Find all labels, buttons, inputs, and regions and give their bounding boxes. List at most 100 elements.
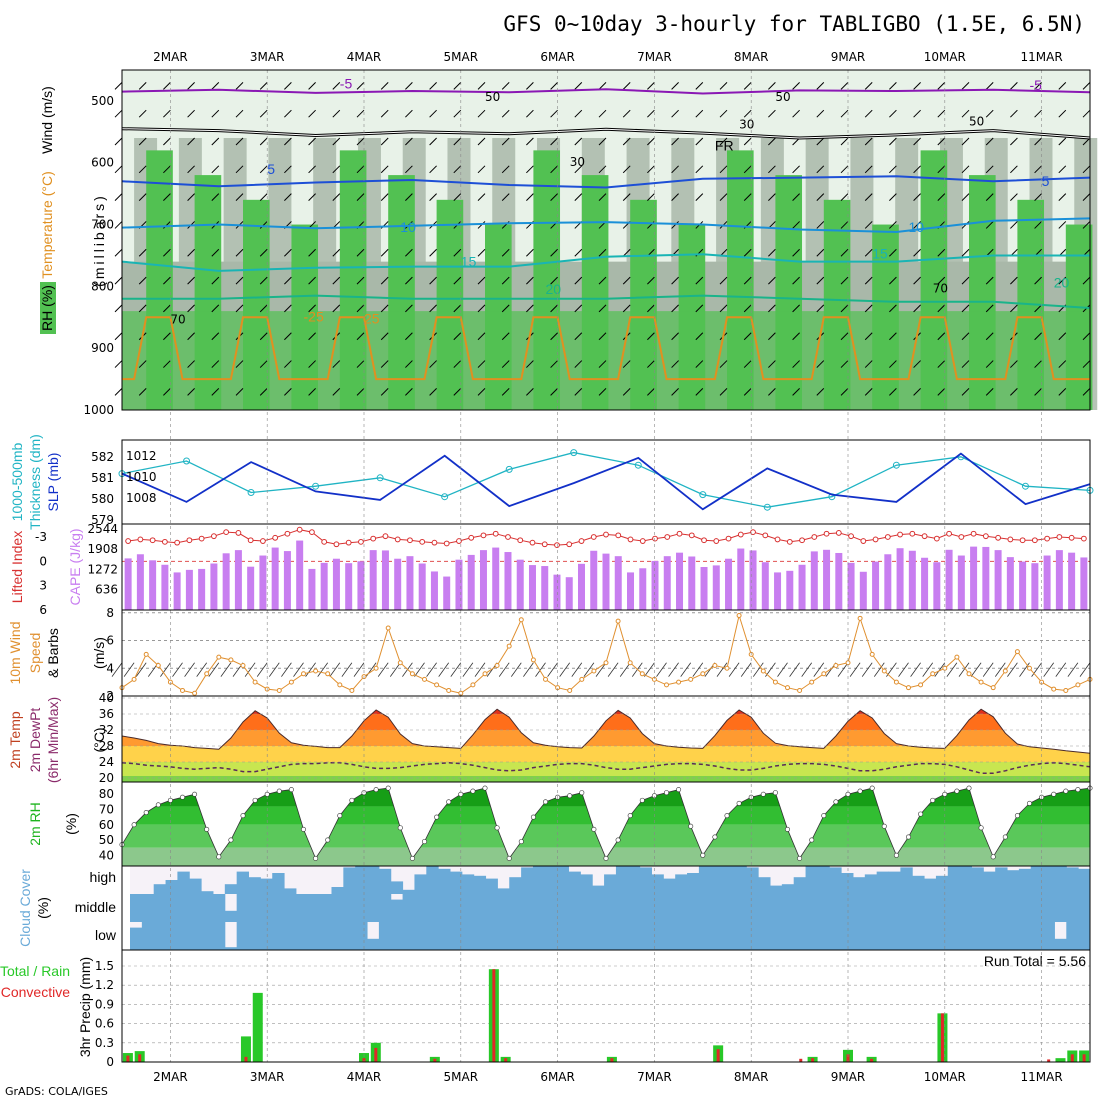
cloud-cell (1007, 894, 1020, 922)
cape-bar (308, 568, 316, 610)
cape-bar (933, 562, 941, 610)
date-label-bottom: 3MAR (250, 1070, 285, 1084)
upper-wind-barb (864, 221, 873, 229)
lifted-index-marker (1068, 534, 1075, 541)
cloud-cell (1078, 894, 1091, 922)
cape-bar (688, 556, 696, 610)
upper-wind-barb (937, 388, 946, 396)
cloud-cell (663, 894, 676, 922)
cape-bar (296, 540, 304, 610)
wind-barb (861, 662, 873, 677)
rh-marker (784, 826, 790, 832)
cloud-cell (1066, 894, 1079, 922)
wind-barb (740, 662, 752, 677)
upper-wind-barb (816, 248, 825, 257)
slp-line (121, 452, 1091, 511)
rh-marker (688, 823, 694, 829)
cape-bar (320, 562, 328, 610)
precip-convective-bar (870, 1058, 874, 1062)
cloud-cell (947, 894, 961, 922)
cloud-cell (521, 922, 534, 950)
cloud-cell (639, 894, 652, 922)
upper-wind-barb (864, 332, 873, 341)
chart-title: GFS 0~10day 3-hourly for TABLIGBO (1.5E,… (503, 12, 1085, 36)
cloud-cell (793, 922, 807, 950)
wind-barb (595, 662, 607, 677)
cape-bar (1080, 557, 1088, 610)
cloud-cell (592, 922, 605, 950)
lifted-index-marker (210, 533, 217, 540)
pressure-label-3: SLP (mb) (45, 453, 61, 512)
cloud-cell (722, 866, 735, 894)
wind-speed-marker (1002, 668, 1008, 674)
wind-speed-marker (446, 687, 452, 693)
cape-bar (590, 550, 598, 610)
wind-speed-marker (978, 679, 984, 685)
upper-wind-barb (840, 193, 849, 201)
precip-tick: 0.9 (95, 997, 114, 1011)
upper-wind-barb (477, 304, 486, 313)
upper-wind-barb (284, 388, 292, 396)
isotherm-line (122, 294, 1091, 309)
upper-wind-barb (695, 165, 704, 174)
upper-wind-barb (235, 109, 244, 118)
plot-layer: -5-5FRFR55101015152020-25-25255030507070… (0, 69, 1098, 1069)
upper-wind-barb (356, 109, 365, 118)
upper-wind-barb (816, 82, 825, 90)
upper-wind-barb (647, 304, 655, 313)
cloud-cell (698, 894, 712, 922)
cloud-cell (675, 922, 688, 950)
cloud-cell (260, 878, 273, 894)
cloud-cell (141, 894, 155, 922)
wind-speed-marker (470, 682, 476, 688)
cape-bar (479, 550, 487, 610)
cloud-cell (829, 922, 842, 950)
rh-marker (724, 813, 730, 819)
upper-wind-barb (380, 304, 389, 313)
upper-wind-barb (429, 137, 437, 146)
upper-wind-barb (163, 137, 171, 146)
rh-marker (192, 791, 198, 797)
wind-barb (462, 662, 474, 677)
upper-wind-barb (840, 248, 849, 257)
rh2m-unit: (%) (63, 813, 79, 835)
cloud-cell (971, 922, 984, 950)
cloud-cell (781, 884, 795, 894)
wind-barb (414, 662, 425, 677)
upper-wind-barb (768, 388, 776, 396)
upper-wind-barb (114, 82, 123, 90)
upper-wind-barb (743, 360, 752, 368)
cloud-cell (1078, 868, 1091, 894)
upper-wind-barb (695, 276, 704, 285)
precip-tick: 1.2 (95, 978, 114, 992)
lifted-index-marker (933, 535, 940, 542)
cloud-cell (177, 894, 190, 922)
lifted-index-marker (811, 534, 818, 540)
upper-wind-barb (405, 276, 413, 285)
rh-marker (518, 839, 524, 845)
upper-wind-barb (889, 165, 897, 174)
upper-wind-barb (187, 332, 195, 341)
date-label-top: 3MAR (250, 50, 285, 64)
wind-barb (268, 662, 280, 677)
upper-wind-barb (453, 165, 462, 174)
thickness-tick: 580 (91, 492, 114, 506)
cape-bar (504, 552, 512, 610)
cloud-cell (189, 894, 202, 922)
upper-wind-barb (574, 304, 583, 313)
upper-wind-barb (526, 82, 534, 90)
upper-wind-barb (647, 193, 655, 201)
upper-wind-barb (937, 360, 946, 368)
upper-wind-barb (356, 276, 365, 285)
rh-marker (1002, 834, 1008, 840)
upper-wind-barb (743, 193, 752, 201)
cloud-cell (888, 894, 901, 922)
upper-wind-barb (864, 109, 873, 118)
upper-wind-barb (913, 193, 921, 201)
cloud-cell (367, 894, 380, 922)
upper-wind-barb (453, 332, 462, 341)
wind-speed-marker (131, 676, 137, 682)
lifted-index-marker (1007, 536, 1014, 543)
rh-marker (760, 791, 766, 797)
cloud-cell (438, 868, 451, 894)
